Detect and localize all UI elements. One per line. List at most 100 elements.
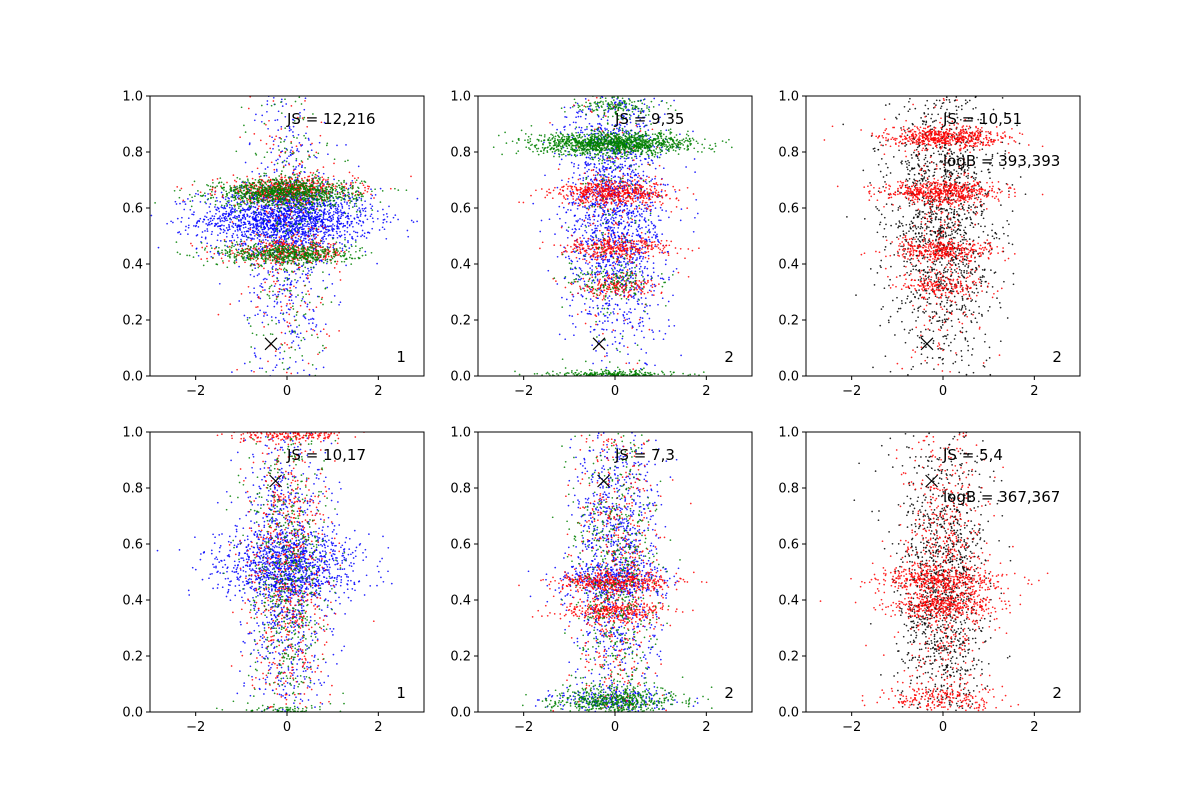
data-point (347, 240, 349, 242)
data-point (286, 205, 289, 207)
data-point (182, 199, 185, 202)
data-point (311, 212, 313, 215)
data-point (291, 210, 294, 213)
data-point (268, 188, 271, 191)
data-point (252, 224, 255, 227)
data-point (256, 223, 259, 225)
data-point (218, 254, 220, 256)
data-point (349, 186, 352, 189)
data-point (195, 192, 197, 195)
data-point (334, 203, 336, 206)
data-point (310, 256, 312, 259)
data-point (335, 197, 338, 199)
data-point (227, 196, 229, 199)
data-point (344, 224, 346, 227)
data-point (186, 254, 188, 257)
data-point (309, 212, 311, 215)
data-point (321, 223, 324, 226)
data-point (211, 185, 214, 188)
data-point (323, 194, 326, 197)
data-point (231, 225, 233, 227)
data-point (288, 347, 290, 349)
data-point (292, 232, 295, 234)
data-point (278, 203, 281, 206)
data-point (273, 168, 276, 171)
data-point (290, 154, 292, 157)
data-point (321, 192, 323, 195)
data-point (205, 202, 207, 205)
data-point (271, 259, 274, 261)
data-point (313, 194, 316, 197)
data-point (330, 195, 333, 198)
data-point (295, 314, 298, 316)
data-point (277, 319, 280, 322)
data-point (244, 233, 247, 235)
data-point (204, 230, 206, 232)
data-point (150, 214, 153, 217)
data-point (243, 208, 246, 211)
data-point (329, 243, 332, 246)
data-point (320, 240, 322, 243)
data-point (303, 232, 306, 235)
data-point (340, 203, 343, 206)
data-point (334, 260, 336, 263)
data-point (275, 189, 277, 192)
data-point (272, 217, 274, 220)
data-point (267, 127, 269, 130)
data-point (285, 178, 287, 181)
data-point (225, 232, 228, 235)
data-point (201, 246, 204, 249)
data-point (311, 178, 314, 181)
data-point (299, 115, 301, 117)
data-point (325, 231, 328, 234)
data-point (325, 179, 327, 181)
data-point (295, 145, 298, 148)
data-point (280, 128, 283, 130)
data-point (316, 213, 319, 216)
data-point (349, 197, 352, 200)
data-point (321, 218, 324, 221)
data-point (181, 216, 183, 219)
data-point (362, 184, 365, 187)
data-point (285, 180, 287, 182)
data-point (296, 227, 299, 230)
data-point (364, 181, 367, 183)
data-point (281, 253, 284, 255)
data-point (330, 262, 333, 264)
data-point (362, 209, 365, 212)
data-point (263, 194, 266, 197)
data-point (264, 255, 267, 258)
data-point (278, 220, 281, 222)
data-point (221, 260, 224, 262)
data-point (338, 241, 341, 244)
data-point (289, 201, 291, 203)
data-point (258, 205, 260, 208)
data-point (275, 187, 277, 190)
data-point (316, 187, 319, 189)
data-point (262, 278, 265, 281)
data-point (178, 231, 181, 233)
data-point (332, 213, 335, 216)
data-point (285, 244, 287, 247)
data-point (267, 205, 269, 208)
data-point (300, 259, 303, 261)
data-point (276, 233, 278, 236)
data-point (314, 237, 317, 240)
data-point (336, 232, 339, 235)
data-point (359, 182, 362, 185)
data-point (294, 213, 296, 216)
data-point (304, 237, 307, 240)
data-point (297, 238, 300, 240)
data-point (338, 271, 341, 273)
data-point (299, 219, 302, 222)
data-point (324, 323, 327, 326)
data-point (303, 170, 306, 173)
data-point (297, 336, 300, 339)
data-point (306, 117, 309, 119)
data-point (319, 134, 322, 137)
data-point (279, 197, 282, 200)
data-point (219, 232, 222, 235)
data-point (253, 352, 256, 354)
data-point (319, 215, 322, 218)
